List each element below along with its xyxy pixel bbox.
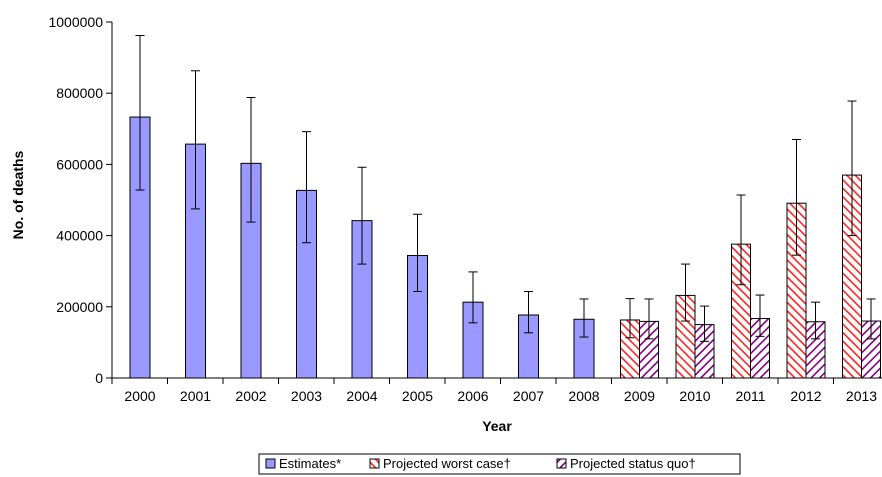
error-bar-worst-case-2011: [736, 194, 746, 286]
legend-label-worst-case: Projected worst case†: [383, 456, 511, 471]
y-tick-label-0: 0: [95, 370, 103, 386]
y-tick-label-200000: 200000: [56, 299, 103, 315]
error-bar-estimates-2007: [524, 290, 533, 334]
x-axis-title: Year: [482, 418, 512, 434]
plot-area: [129, 35, 881, 379]
x-tick-label-2004: 2004: [346, 388, 377, 404]
error-bar-estimates-2005: [413, 213, 422, 292]
x-tick-label-2008: 2008: [568, 388, 599, 404]
error-bar-status-quo-2011: [755, 294, 765, 337]
y-tick-label-1000000: 1000000: [48, 14, 103, 30]
error-bar-worst-case-2013: [847, 100, 857, 237]
x-tick-label-2000: 2000: [124, 388, 155, 404]
error-bar-status-quo-2009: [644, 298, 654, 340]
x-tick-label-2002: 2002: [235, 388, 266, 404]
error-bar-estimates-2002: [246, 96, 256, 223]
x-tick-label-2012: 2012: [790, 388, 821, 404]
error-bar-estimates-2001: [191, 70, 200, 210]
legend-label-estimates: Estimates*: [279, 456, 341, 471]
error-bar-worst-case-2009: [625, 298, 635, 339]
error-bar-estimates-2006: [468, 271, 478, 324]
x-tick-label-2009: 2009: [624, 388, 655, 404]
x-tick-label-2005: 2005: [402, 388, 433, 404]
legend-label-status-quo: Projected status quo†: [570, 456, 696, 471]
x-tick-label-2006: 2006: [457, 388, 488, 404]
axes: 0 200000 400000 600000 800000 1000000 2000 2001…: [48, 14, 882, 404]
error-bar-status-quo-2013: [866, 298, 876, 340]
x-tick-label-2001: 2001: [180, 388, 211, 404]
x-tick-label-2011: 2011: [735, 388, 765, 404]
x-tick-label-2003: 2003: [291, 388, 322, 404]
error-bar-status-quo-2010: [700, 305, 709, 342]
legend: Estimates* Projected worst case† Project…: [258, 453, 741, 475]
x-tick-label-2013: 2013: [846, 388, 877, 404]
y-tick-label-800000: 800000: [56, 85, 103, 101]
legend-swatch-worst-case: [369, 458, 380, 469]
error-bar-worst-case-2012: [792, 138, 801, 256]
legend-swatch-status-quo: [556, 458, 567, 469]
error-bar-estimates-2000: [135, 35, 145, 191]
x-tick-label-2007: 2007: [513, 388, 544, 404]
legend-swatch-estimates: [265, 458, 276, 469]
error-bar-worst-case-2010: [681, 263, 690, 322]
y-tick-label-400000: 400000: [56, 228, 103, 244]
y-tick-label-600000: 600000: [56, 156, 103, 172]
error-bar-status-quo-2012: [811, 301, 820, 340]
error-bar-estimates-2003: [302, 131, 311, 244]
y-axis-title: No. of deaths: [10, 150, 26, 239]
error-bar-estimates-2004: [357, 166, 367, 265]
error-bar-estimates-2008: [579, 298, 589, 338]
x-tick-label-2010: 2010: [679, 388, 710, 404]
